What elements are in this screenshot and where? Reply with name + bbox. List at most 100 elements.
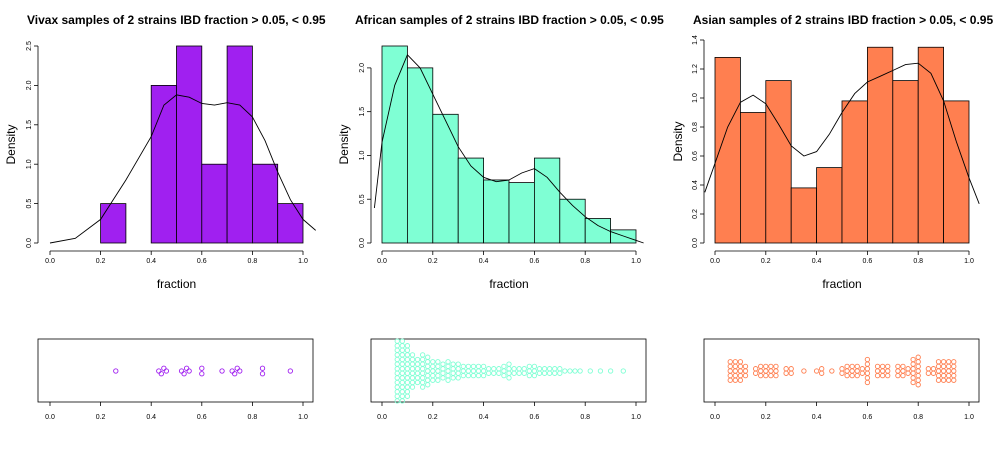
y-tick-label: 2.0 xyxy=(359,63,366,73)
strip-frame xyxy=(370,338,647,403)
strip-point xyxy=(440,361,446,367)
strip-point xyxy=(394,375,400,381)
strip-point xyxy=(854,372,860,379)
strip-point xyxy=(445,368,451,374)
y-axis-label: Density xyxy=(337,124,351,164)
strip-point xyxy=(732,363,738,370)
strip-point xyxy=(910,356,916,363)
strip-point xyxy=(460,372,466,379)
strip-point xyxy=(183,365,190,371)
strip-x-tick-label: 0.8 xyxy=(913,414,923,421)
strip-point xyxy=(399,389,405,395)
strip-point xyxy=(915,377,921,383)
y-tick-label: 0.0 xyxy=(26,238,33,248)
strip-point xyxy=(430,377,436,383)
strip-point xyxy=(455,370,461,376)
strip-point xyxy=(229,368,235,374)
strip-x-tick-label: 0.0 xyxy=(710,414,720,421)
histogram-panel-3: Asian samples of 2 strains IBD fraction … xyxy=(671,13,993,291)
strip-point xyxy=(455,366,461,372)
strip-point xyxy=(910,375,916,381)
strip-x-tick-label: 0.4 xyxy=(812,414,822,421)
strip-point xyxy=(552,366,558,372)
histogram-bar xyxy=(892,80,919,244)
strip-point xyxy=(915,372,921,379)
strip-point xyxy=(399,393,405,399)
strip-point xyxy=(399,384,405,390)
x-tick-label: 1.0 xyxy=(964,258,974,265)
strip-point xyxy=(399,347,405,353)
strip-point xyxy=(475,368,482,374)
strip-point xyxy=(199,371,205,377)
strip-point xyxy=(394,384,400,390)
y-tick-label: 0.2 xyxy=(692,209,699,219)
strip-point xyxy=(562,368,568,374)
chart-title: Asian samples of 2 strains IBD fraction … xyxy=(693,13,993,27)
x-tick-label: 0.2 xyxy=(428,258,438,265)
strip-point xyxy=(419,370,426,376)
strip-point xyxy=(946,368,952,374)
histogram-bar xyxy=(150,85,177,244)
strip-point xyxy=(552,370,558,376)
strip-point xyxy=(409,375,416,381)
strip-point xyxy=(854,368,860,374)
strip-point xyxy=(475,372,482,379)
strip-point xyxy=(879,363,886,370)
strip-point xyxy=(445,359,451,365)
strip-point xyxy=(419,379,426,386)
strip-point xyxy=(470,372,477,379)
strip-point xyxy=(737,377,744,383)
strip-point xyxy=(864,375,871,381)
strip-point xyxy=(839,366,845,372)
strip-point xyxy=(940,359,947,365)
strip-point xyxy=(742,363,749,370)
strip-point xyxy=(607,368,614,374)
strip-x-tick-label: 0.0 xyxy=(377,414,387,421)
y-tick-label: 0.5 xyxy=(359,194,366,204)
strip-point xyxy=(819,370,825,376)
strip-x-tick-label: 1.0 xyxy=(631,414,641,421)
strip-point xyxy=(783,366,789,372)
strip-point xyxy=(526,372,532,379)
strip-point xyxy=(409,361,416,367)
strip-point xyxy=(910,361,916,367)
strip-point xyxy=(394,366,400,372)
strip-point xyxy=(404,389,411,395)
strip-point xyxy=(587,368,593,374)
strip-point xyxy=(516,366,522,372)
histogram-bar xyxy=(381,45,408,244)
strip-point xyxy=(399,398,405,404)
strip-point xyxy=(935,372,942,379)
strip-point xyxy=(399,379,405,386)
strip-point xyxy=(475,363,482,370)
strip-point xyxy=(404,343,411,349)
histogram-bar xyxy=(816,167,843,244)
histogram-bar xyxy=(508,182,535,244)
strip-point xyxy=(788,370,794,376)
strip-x-tick-label: 0.2 xyxy=(96,414,106,421)
strip-point xyxy=(440,370,446,376)
strip-point xyxy=(742,368,749,374)
strip-point xyxy=(557,366,563,372)
strip-point xyxy=(181,371,187,377)
strip-point xyxy=(404,393,411,399)
strip-point xyxy=(465,368,472,374)
y-tick-label: 1.0 xyxy=(692,93,699,103)
strip-point xyxy=(506,375,512,381)
histogram-bar xyxy=(277,203,304,244)
strip-point xyxy=(491,366,497,372)
strip-point xyxy=(450,370,456,376)
strip-point xyxy=(399,366,405,372)
strip-point xyxy=(404,361,411,367)
strip-point xyxy=(496,370,502,376)
strip-point xyxy=(445,363,451,370)
strip-point xyxy=(915,363,921,370)
strip-point xyxy=(536,366,543,372)
x-tick-label: 0.0 xyxy=(45,258,55,265)
strip-point xyxy=(900,363,906,370)
x-tick-label: 0.8 xyxy=(580,258,590,265)
strip-point xyxy=(874,368,881,374)
strip-point xyxy=(419,375,426,381)
strip-point xyxy=(915,354,921,360)
